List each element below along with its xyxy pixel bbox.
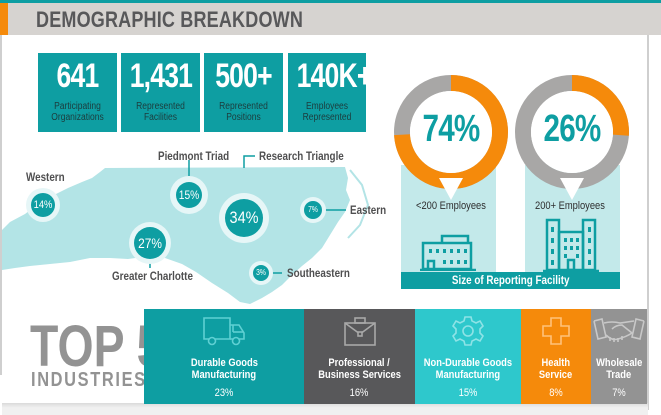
- region-label-western: Western: [26, 170, 65, 184]
- industry-pct: 16%: [350, 387, 369, 399]
- bottom-shadow: [2, 403, 648, 415]
- industry-pct: 23%: [214, 387, 234, 399]
- stat-represented-positions: 500+ Represented Positions: [204, 53, 283, 132]
- region-pct-eastern: 7%: [308, 205, 318, 214]
- stat-employees-represented: 140K+ Employees Represented: [288, 53, 373, 132]
- industry-name: Non-Durable Goods Manufacturing: [423, 357, 513, 381]
- industry-tile-professional-services: Professional / Business Services 16%: [304, 309, 415, 404]
- top5-title: TOP 5: [30, 314, 163, 379]
- industry-tile-durable-goods: Durable Goods Manufacturing 23%: [144, 309, 304, 404]
- region-label-eastern: Eastern: [350, 203, 387, 217]
- industry-pct: 8%: [549, 387, 563, 399]
- stat-participating-organizations: 641 Participating Organizations: [38, 53, 117, 132]
- briefcase-icon: [343, 317, 376, 346]
- outer-banks: [347, 169, 370, 239]
- stat-value: 641: [56, 57, 100, 95]
- facility-label-large: 200+ Employees: [535, 200, 605, 212]
- region-pct-western: 14%: [33, 199, 53, 211]
- research-triangle-circle: [225, 199, 263, 237]
- industry-name: Durable Goods Manufacturing: [190, 357, 258, 381]
- stat-label: Represented Positions: [219, 101, 268, 123]
- stat-represented-facilities: 1,431 Represented Facilities: [121, 53, 200, 132]
- truck-icon: [203, 317, 245, 346]
- industry-name: Professional / Business Services: [318, 357, 401, 381]
- nc-map: [2, 155, 370, 304]
- industry-tile-non-durable-goods: Non-Durable Goods Manufacturing 15%: [415, 309, 521, 404]
- page-title: DEMOGRAPHIC BREAKDOWN: [36, 7, 304, 32]
- handshake-icon: [593, 318, 645, 342]
- industry-name: Wholesale Trade: [595, 357, 643, 381]
- stat-value: 140K+: [296, 57, 373, 95]
- region-pct-southeastern: 3%: [256, 268, 266, 277]
- facility-label-small: <200 Employees: [416, 200, 486, 212]
- medical-cross-icon: [542, 317, 570, 345]
- left-border: [0, 35, 2, 375]
- donut-pct-small: 74%: [422, 108, 481, 150]
- stat-label: Represented Facilities: [136, 101, 185, 123]
- eastern-circle: [304, 201, 322, 219]
- region-pct-piedmont-triad: 15%: [178, 188, 200, 202]
- stat-label: Participating Organizations: [51, 101, 104, 123]
- stat-value: 500+: [215, 57, 272, 95]
- region-pct-greater-charlotte: 27%: [138, 235, 162, 251]
- industry-name: Health Service: [539, 357, 573, 381]
- header-band: [0, 3, 661, 35]
- stat-label: Employees Represented: [302, 101, 352, 123]
- industry-tile-wholesale-trade: Wholesale Trade 7%: [591, 309, 647, 404]
- industry-tile-health-service: Health Service 8%: [521, 309, 591, 404]
- tall-building-icon: [543, 218, 599, 272]
- greater-charlotte-circle: [134, 227, 166, 259]
- industry-pct: 7%: [612, 387, 626, 399]
- top5-subtitle: INDUSTRIES: [31, 369, 147, 391]
- region-label-southeastern: Southeastern: [287, 266, 350, 280]
- piedmont-triad-circle: [176, 182, 202, 208]
- right-border: [647, 35, 649, 410]
- donut-pct-large: 26%: [543, 108, 602, 150]
- region-label-piedmont-triad: Piedmont Triad: [158, 149, 230, 163]
- header-accent: [0, 3, 8, 35]
- facility-caption: Size of Reporting Facility: [401, 272, 620, 289]
- stat-value: 1,431: [129, 57, 193, 95]
- gear-icon: [452, 316, 484, 346]
- western-circle: [31, 193, 55, 217]
- top-rule: [0, 0, 661, 3]
- donut-chart-large-facilities: [515, 75, 629, 200]
- southeastern-circle: [253, 265, 269, 281]
- small-building-icon: [420, 234, 476, 271]
- region-pct-research-triangle: 34%: [229, 208, 259, 227]
- industry-pct: 15%: [458, 387, 478, 399]
- region-label-research-triangle: Research Triangle: [259, 149, 344, 163]
- donut-chart-small-facilities: [394, 75, 508, 200]
- region-label-greater-charlotte: Greater Charlotte: [112, 269, 193, 283]
